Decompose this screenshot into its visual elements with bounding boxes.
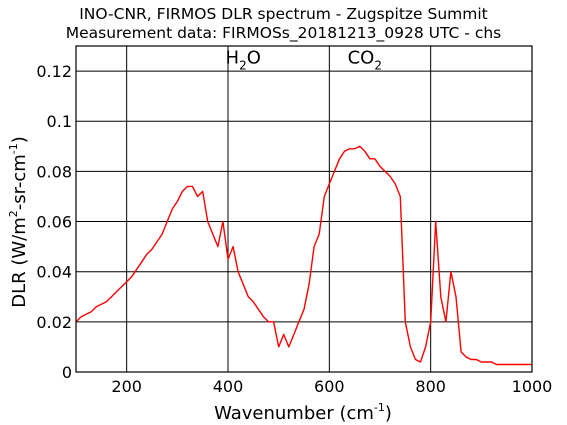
plot-frame	[75, 45, 533, 373]
x-tick-label: 600	[314, 377, 345, 396]
plot-border	[75, 45, 533, 373]
annotations: H2O CO2	[226, 48, 382, 73]
x-tick-label: 1000	[512, 377, 553, 396]
y-axis-label: DLR (W/m2-sr-cm-1)	[7, 136, 30, 308]
grid	[76, 46, 533, 373]
x-tick-label: 200	[111, 377, 142, 396]
plot-area	[76, 145, 532, 366]
tick-labels: 200 400 600 800 1000 0 0.02 0.04 0.06 0.08 0.1 0.12	[36, 62, 552, 396]
chart-subtitle: Measurement data: FIRMOSs_20181213_0928 …	[65, 24, 502, 42]
y-tick-label: 0.1	[47, 112, 72, 131]
y-tick-label: 0.06	[36, 213, 72, 232]
y-tick-label: 0.12	[36, 62, 72, 81]
molecule-annotation: H2O	[226, 48, 261, 73]
y-tick-label: 0.02	[36, 313, 72, 332]
y-tick-label: 0	[62, 363, 72, 382]
x-tick-label: 800	[415, 377, 446, 396]
y-tick-label: 0.08	[36, 162, 72, 181]
chart-title: INO-CNR, FIRMOS DLR spectrum - Zugspitze…	[79, 5, 488, 23]
y-tick-label: 0.04	[36, 263, 72, 282]
x-tick-label: 400	[213, 377, 244, 396]
x-axis-label: Wavenumber (cm-1)	[214, 401, 392, 424]
spectrum-series-line	[76, 145, 532, 366]
molecule-annotation: CO2	[348, 48, 382, 73]
